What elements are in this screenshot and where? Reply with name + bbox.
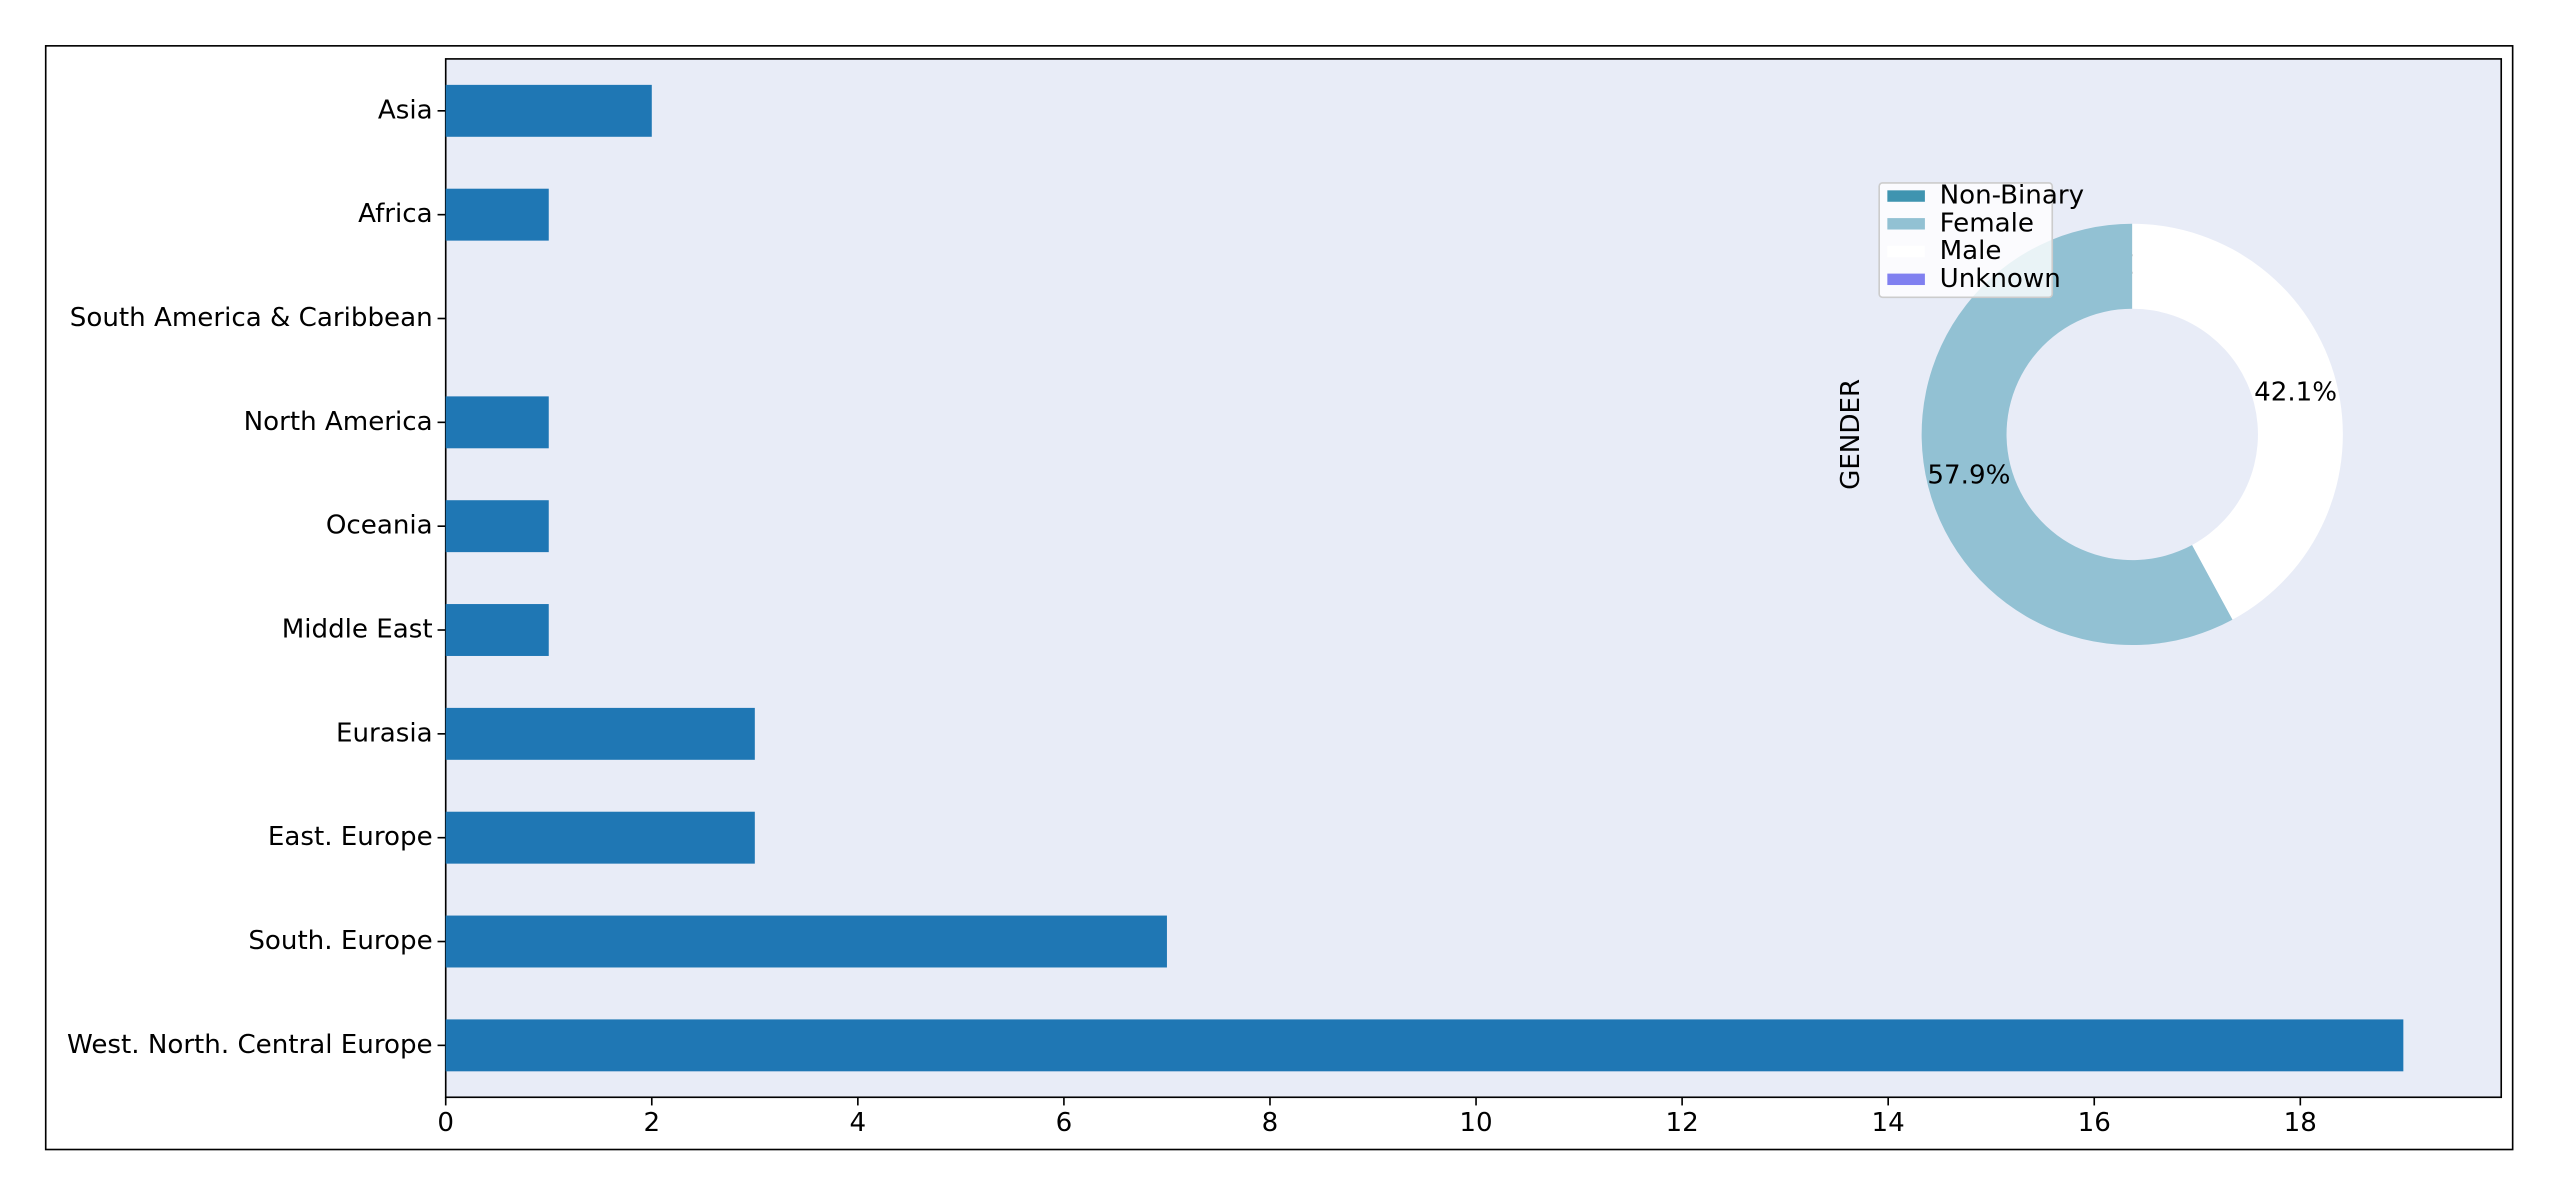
y-tick-label: South. Europe (248, 926, 432, 956)
x-tick-label: 10 (1459, 1108, 1492, 1138)
y-tick-label: North America (244, 407, 433, 437)
y-axis-label: GENDER (1836, 379, 1866, 490)
legend-swatch (1887, 218, 1925, 230)
legend-label: Non-Binary (1940, 181, 2084, 211)
wedge-label: 57.9% (1927, 460, 2010, 490)
x-tick-label: 6 (1056, 1108, 1073, 1138)
y-tick-label: West. North. Central Europe (67, 1030, 433, 1060)
y-tick-label: Africa (358, 199, 432, 229)
bar (445, 604, 549, 656)
legend-label: Female (1940, 208, 2034, 238)
legend-label: Male (1940, 236, 2002, 266)
x-tick-label: 18 (2284, 1108, 2317, 1138)
donut-wedge (1921, 223, 2233, 646)
y-tick-label: Middle East (282, 615, 433, 645)
bar (445, 1019, 2404, 1072)
bar (445, 84, 652, 137)
bar (445, 707, 755, 760)
x-tick-label: 12 (1665, 1108, 1698, 1138)
bar (445, 500, 549, 553)
y-tick-label: Eurasia (336, 718, 433, 748)
legend-swatch (1887, 190, 1925, 202)
legend-label: Unknown (1940, 264, 2061, 294)
bar (445, 915, 1167, 968)
x-tick-label: 2 (643, 1108, 660, 1138)
legend-box (1878, 182, 2054, 299)
x-tick-label: 14 (1872, 1108, 1905, 1138)
x-tick-label: 16 (2078, 1108, 2111, 1138)
legend-swatch (1887, 273, 1925, 286)
donut-wedge (2132, 223, 2343, 620)
y-tick-label: East. Europe (268, 822, 433, 852)
legend-swatch (1887, 245, 1925, 258)
bar (445, 188, 549, 241)
bar (445, 396, 549, 449)
x-tick-label: 4 (850, 1108, 867, 1138)
bar (445, 811, 755, 864)
y-tick-label: Oceania (326, 511, 433, 541)
y-tick-label: Asia (378, 95, 433, 125)
y-tick-label: South America & Caribbean (70, 303, 433, 333)
x-tick-label: 8 (1262, 1108, 1279, 1138)
x-tick-label: 0 (437, 1108, 454, 1138)
wedge-label: 42.1% (2254, 378, 2337, 408)
